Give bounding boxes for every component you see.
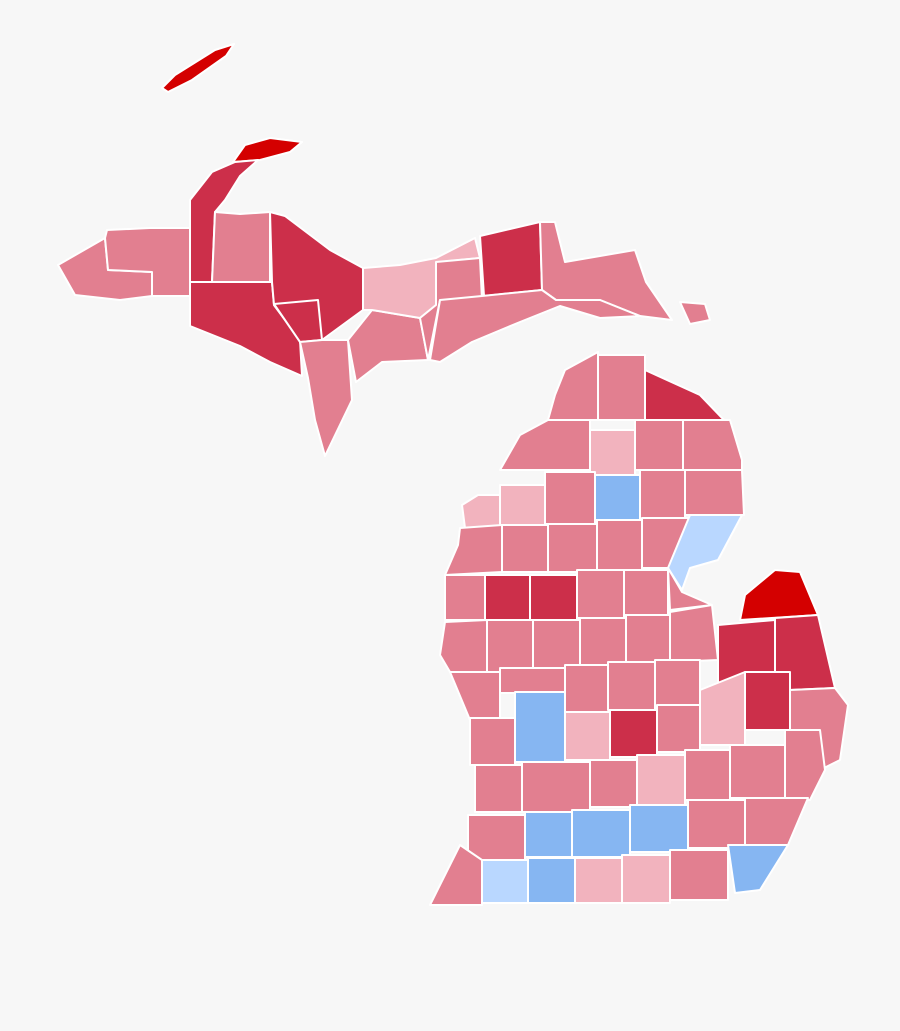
- county: [479, 221, 543, 297]
- county: [564, 664, 611, 713]
- county: [544, 471, 596, 525]
- county: [687, 799, 746, 849]
- county: [499, 484, 546, 526]
- county: [784, 729, 826, 801]
- county: [729, 744, 786, 799]
- county: [623, 569, 669, 616]
- county: [429, 289, 641, 363]
- county: [597, 354, 646, 421]
- county: [727, 844, 789, 894]
- county: [621, 854, 671, 904]
- county: [607, 661, 656, 711]
- county: [161, 43, 235, 93]
- county: [486, 619, 534, 673]
- county: [744, 671, 791, 731]
- county: [656, 704, 701, 753]
- county: [484, 574, 531, 621]
- county: [594, 474, 641, 521]
- county: [679, 301, 711, 325]
- county: [629, 804, 689, 853]
- county: [547, 523, 598, 573]
- county: [444, 574, 486, 621]
- lower-peninsula: [429, 351, 849, 906]
- county: [625, 614, 671, 663]
- county: [682, 419, 743, 471]
- county: [514, 691, 566, 763]
- county: [684, 469, 745, 516]
- county: [467, 814, 526, 861]
- county: [574, 857, 623, 904]
- county: [684, 749, 731, 801]
- county: [521, 761, 591, 813]
- county: [576, 569, 625, 619]
- upper-peninsula: [57, 43, 711, 457]
- county: [474, 764, 523, 813]
- county: [669, 849, 729, 901]
- county: [636, 754, 686, 806]
- county: [499, 667, 566, 694]
- county: [444, 524, 503, 576]
- county: [469, 717, 516, 766]
- county: [589, 429, 636, 476]
- county: [532, 619, 581, 669]
- county: [501, 524, 549, 573]
- county: [499, 419, 591, 471]
- county: [654, 659, 701, 708]
- county: [639, 469, 686, 521]
- county: [589, 759, 638, 808]
- county: [596, 519, 643, 571]
- county: [299, 339, 353, 457]
- county: [571, 809, 631, 858]
- county: [634, 419, 684, 471]
- county: [609, 709, 658, 758]
- county: [579, 617, 627, 666]
- county: [232, 137, 303, 163]
- county: [524, 811, 573, 858]
- county: [439, 619, 488, 673]
- county: [564, 711, 611, 761]
- county: [529, 574, 578, 621]
- county: [211, 211, 271, 283]
- county: [481, 859, 529, 904]
- county: [527, 857, 576, 904]
- county: [669, 604, 719, 663]
